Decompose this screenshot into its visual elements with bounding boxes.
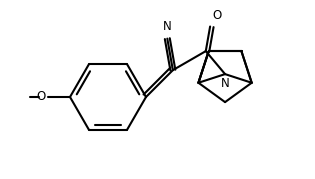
Text: O: O	[37, 91, 46, 103]
Text: N: N	[221, 77, 229, 90]
Text: N: N	[163, 20, 172, 33]
Text: O: O	[212, 9, 221, 21]
